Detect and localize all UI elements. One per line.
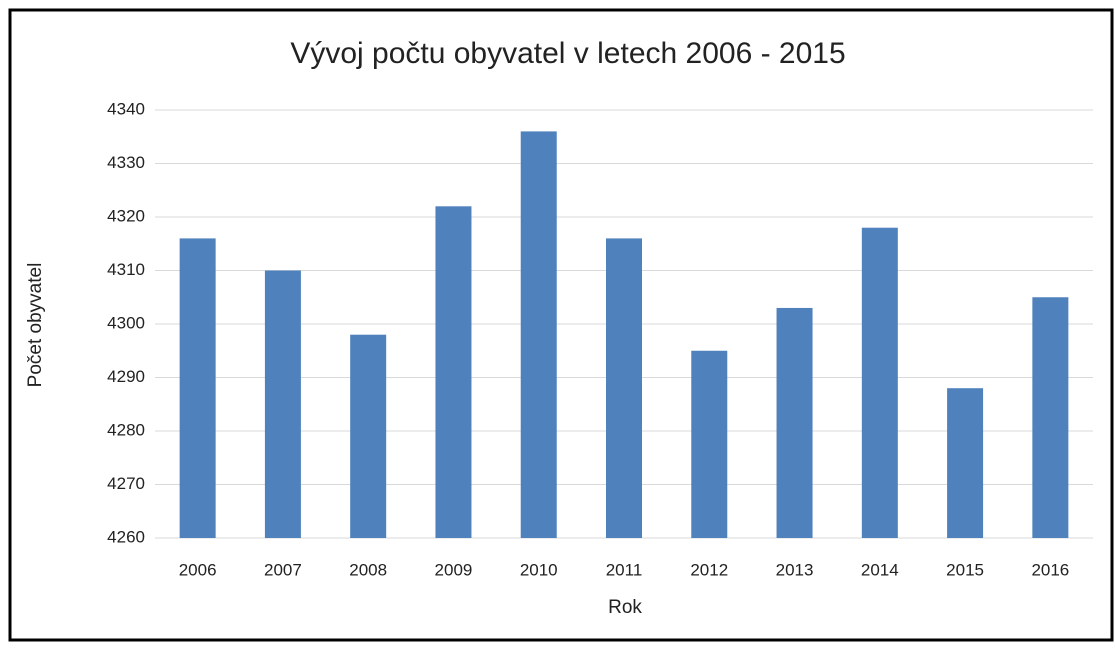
y-tick-label: 4330: [107, 153, 145, 172]
x-tick-label: 2008: [349, 560, 387, 579]
x-tick-label: 2016: [1031, 560, 1069, 579]
bar: [179, 238, 216, 538]
bar: [520, 131, 557, 538]
x-tick-label: 2006: [179, 560, 217, 579]
bar: [776, 307, 813, 538]
y-tick-label: 4300: [107, 313, 145, 332]
y-tick-label: 4310: [107, 260, 145, 279]
bar: [264, 270, 301, 538]
bar: [691, 350, 728, 538]
y-tick-label: 4280: [107, 420, 145, 439]
y-tick-label: 4270: [107, 474, 145, 493]
x-tick-label: 2013: [776, 560, 814, 579]
x-axis-label: Rok: [608, 597, 642, 618]
bar: [606, 238, 642, 538]
y-tick-label: 4340: [107, 99, 145, 118]
y-axis-label: Počet obyvatel: [25, 263, 46, 388]
chart-border: [8, 8, 1114, 642]
x-tick-label: 2014: [861, 560, 899, 579]
chart-title: Vývoj počtu obyvatel v letech 2006 - 201…: [290, 37, 845, 70]
y-tick-label: 4290: [107, 367, 145, 386]
bar: [350, 334, 387, 538]
x-tick-label: 2009: [435, 560, 473, 579]
x-tick-label: 2010: [520, 560, 558, 579]
x-tick-label: 2012: [690, 560, 728, 579]
bar: [435, 206, 472, 539]
bar: [947, 388, 984, 538]
y-tick-label: 4260: [107, 527, 145, 546]
bar: [861, 227, 898, 538]
x-tick-label: 2007: [264, 560, 302, 579]
y-tick-label: 4320: [107, 206, 145, 225]
bar: [1032, 297, 1069, 538]
x-tick-label: 2011: [606, 560, 643, 579]
x-tick-label: 2015: [946, 560, 984, 579]
